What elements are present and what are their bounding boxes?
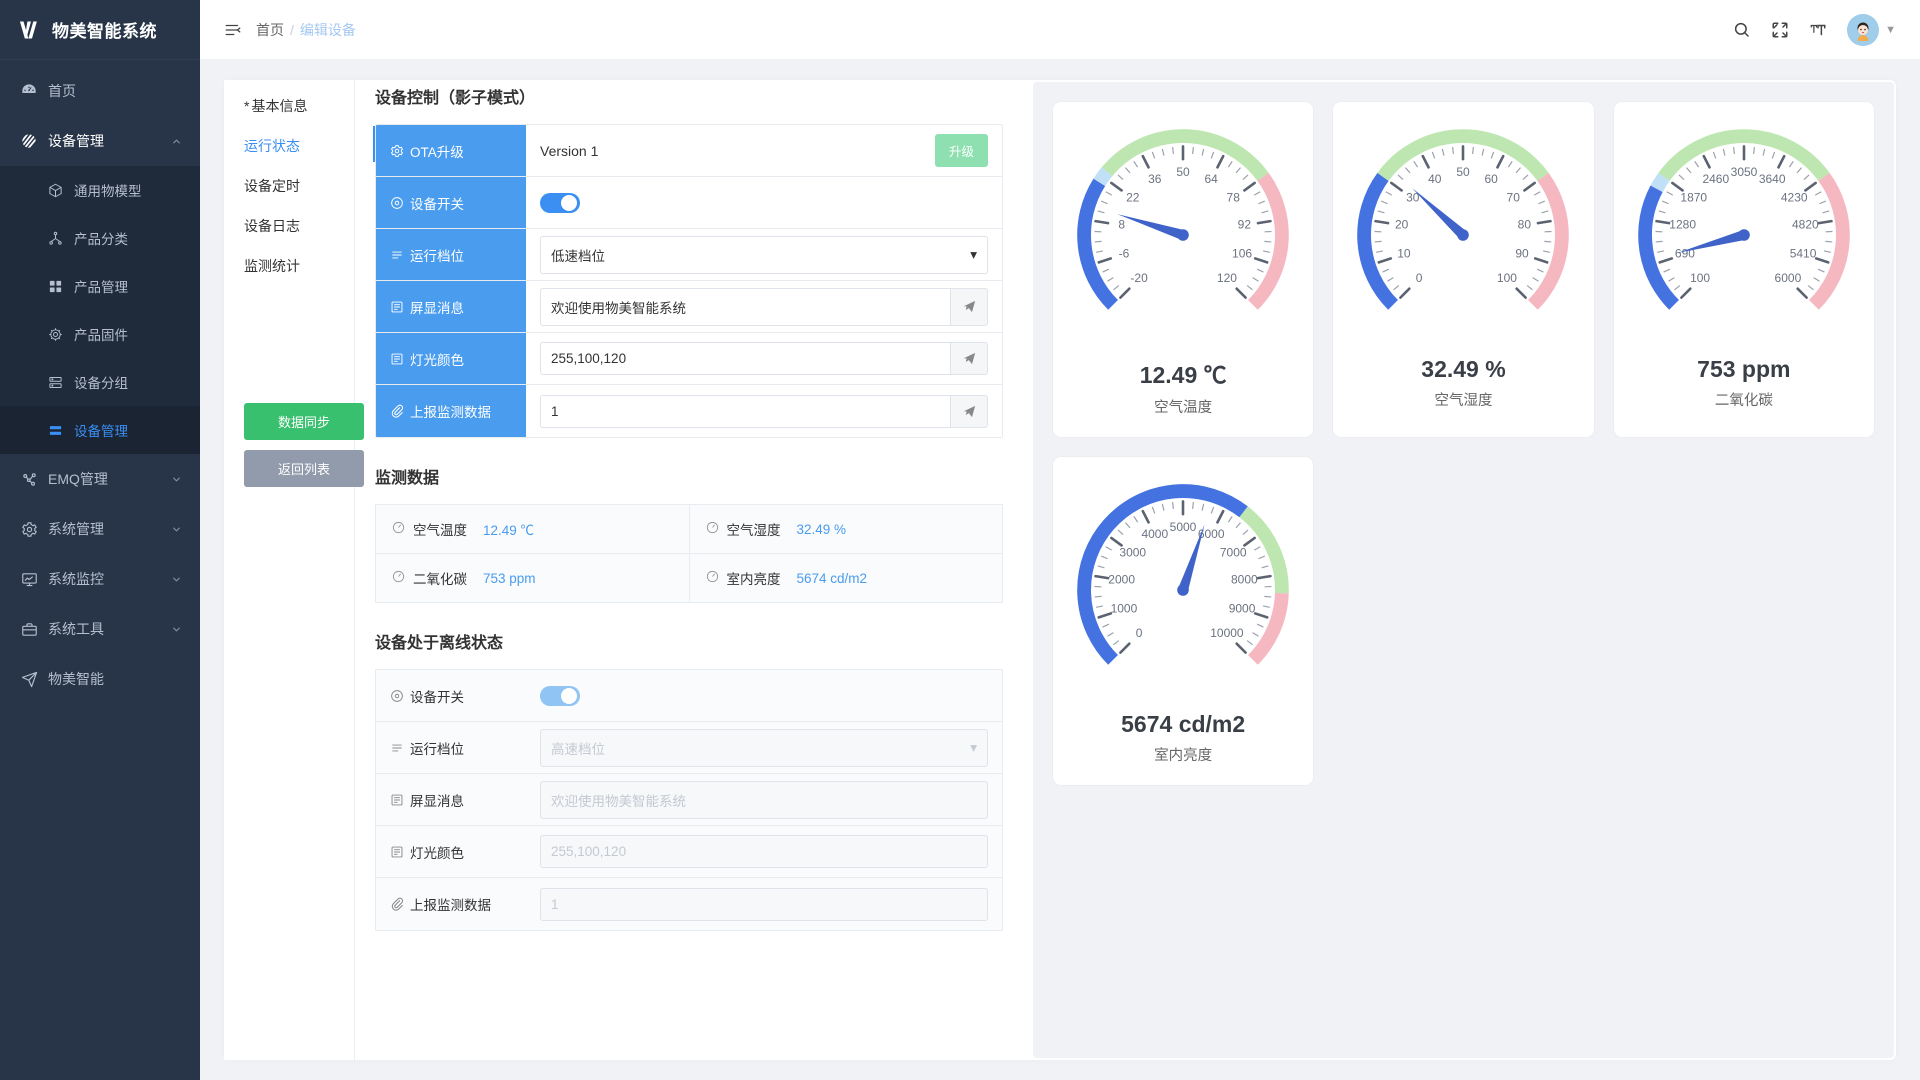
svg-text:22: 22 — [1126, 191, 1140, 205]
svg-text:36: 36 — [1148, 172, 1162, 186]
svg-text:1000: 1000 — [1111, 601, 1138, 615]
svg-text:-20: -20 — [1131, 271, 1149, 285]
svg-text:20: 20 — [1395, 217, 1409, 231]
svg-text:0: 0 — [1416, 271, 1423, 285]
svg-text:3640: 3640 — [1759, 172, 1786, 186]
svg-text:100: 100 — [1497, 271, 1517, 285]
svg-text:8000: 8000 — [1231, 572, 1258, 586]
svg-text:10000: 10000 — [1210, 626, 1244, 640]
svg-text:5410: 5410 — [1790, 246, 1817, 260]
svg-text:78: 78 — [1227, 191, 1241, 205]
svg-text:0: 0 — [1136, 626, 1143, 640]
svg-text:50: 50 — [1176, 165, 1190, 179]
svg-text:4230: 4230 — [1781, 191, 1808, 205]
svg-text:3050: 3050 — [1730, 165, 1757, 179]
svg-text:7000: 7000 — [1220, 546, 1247, 560]
svg-text:64: 64 — [1205, 172, 1219, 186]
svg-text:9000: 9000 — [1229, 601, 1256, 615]
svg-text:1280: 1280 — [1669, 217, 1696, 231]
svg-text:2460: 2460 — [1702, 172, 1729, 186]
svg-text:60: 60 — [1485, 172, 1499, 186]
svg-text:3000: 3000 — [1120, 546, 1147, 560]
svg-text:92: 92 — [1238, 217, 1252, 231]
svg-text:40: 40 — [1429, 172, 1443, 186]
svg-text:4820: 4820 — [1792, 217, 1819, 231]
svg-text:70: 70 — [1507, 191, 1521, 205]
svg-text:-6: -6 — [1119, 246, 1130, 260]
svg-text:90: 90 — [1516, 246, 1530, 260]
svg-text:120: 120 — [1217, 271, 1237, 285]
svg-text:8: 8 — [1118, 217, 1125, 231]
svg-text:80: 80 — [1518, 217, 1532, 231]
svg-text:100: 100 — [1690, 271, 1710, 285]
svg-text:2000: 2000 — [1108, 572, 1135, 586]
svg-text:50: 50 — [1457, 165, 1471, 179]
svg-text:4000: 4000 — [1142, 527, 1169, 541]
svg-text:5000: 5000 — [1170, 520, 1197, 534]
svg-text:10: 10 — [1398, 246, 1412, 260]
svg-text:1870: 1870 — [1680, 191, 1707, 205]
svg-text:106: 106 — [1232, 246, 1252, 260]
svg-text:6000: 6000 — [1774, 271, 1801, 285]
